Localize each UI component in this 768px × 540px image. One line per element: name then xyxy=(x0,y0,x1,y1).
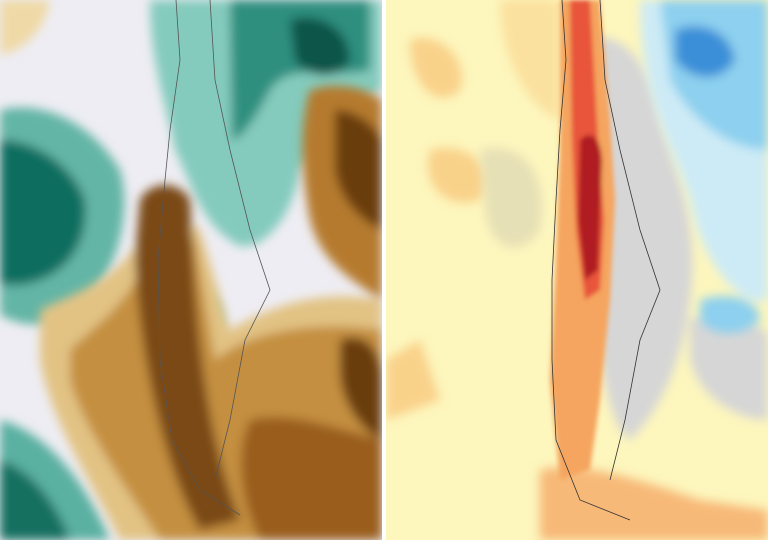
warm-patches xyxy=(386,0,768,540)
coastline xyxy=(157,0,271,516)
divider xyxy=(382,0,386,540)
andes-warmth xyxy=(550,0,615,480)
grey-land xyxy=(480,38,768,441)
cool-areas xyxy=(640,0,768,334)
coastline xyxy=(551,0,661,521)
left-map xyxy=(0,0,382,540)
right-map xyxy=(386,0,768,540)
brown-areas xyxy=(0,0,382,540)
